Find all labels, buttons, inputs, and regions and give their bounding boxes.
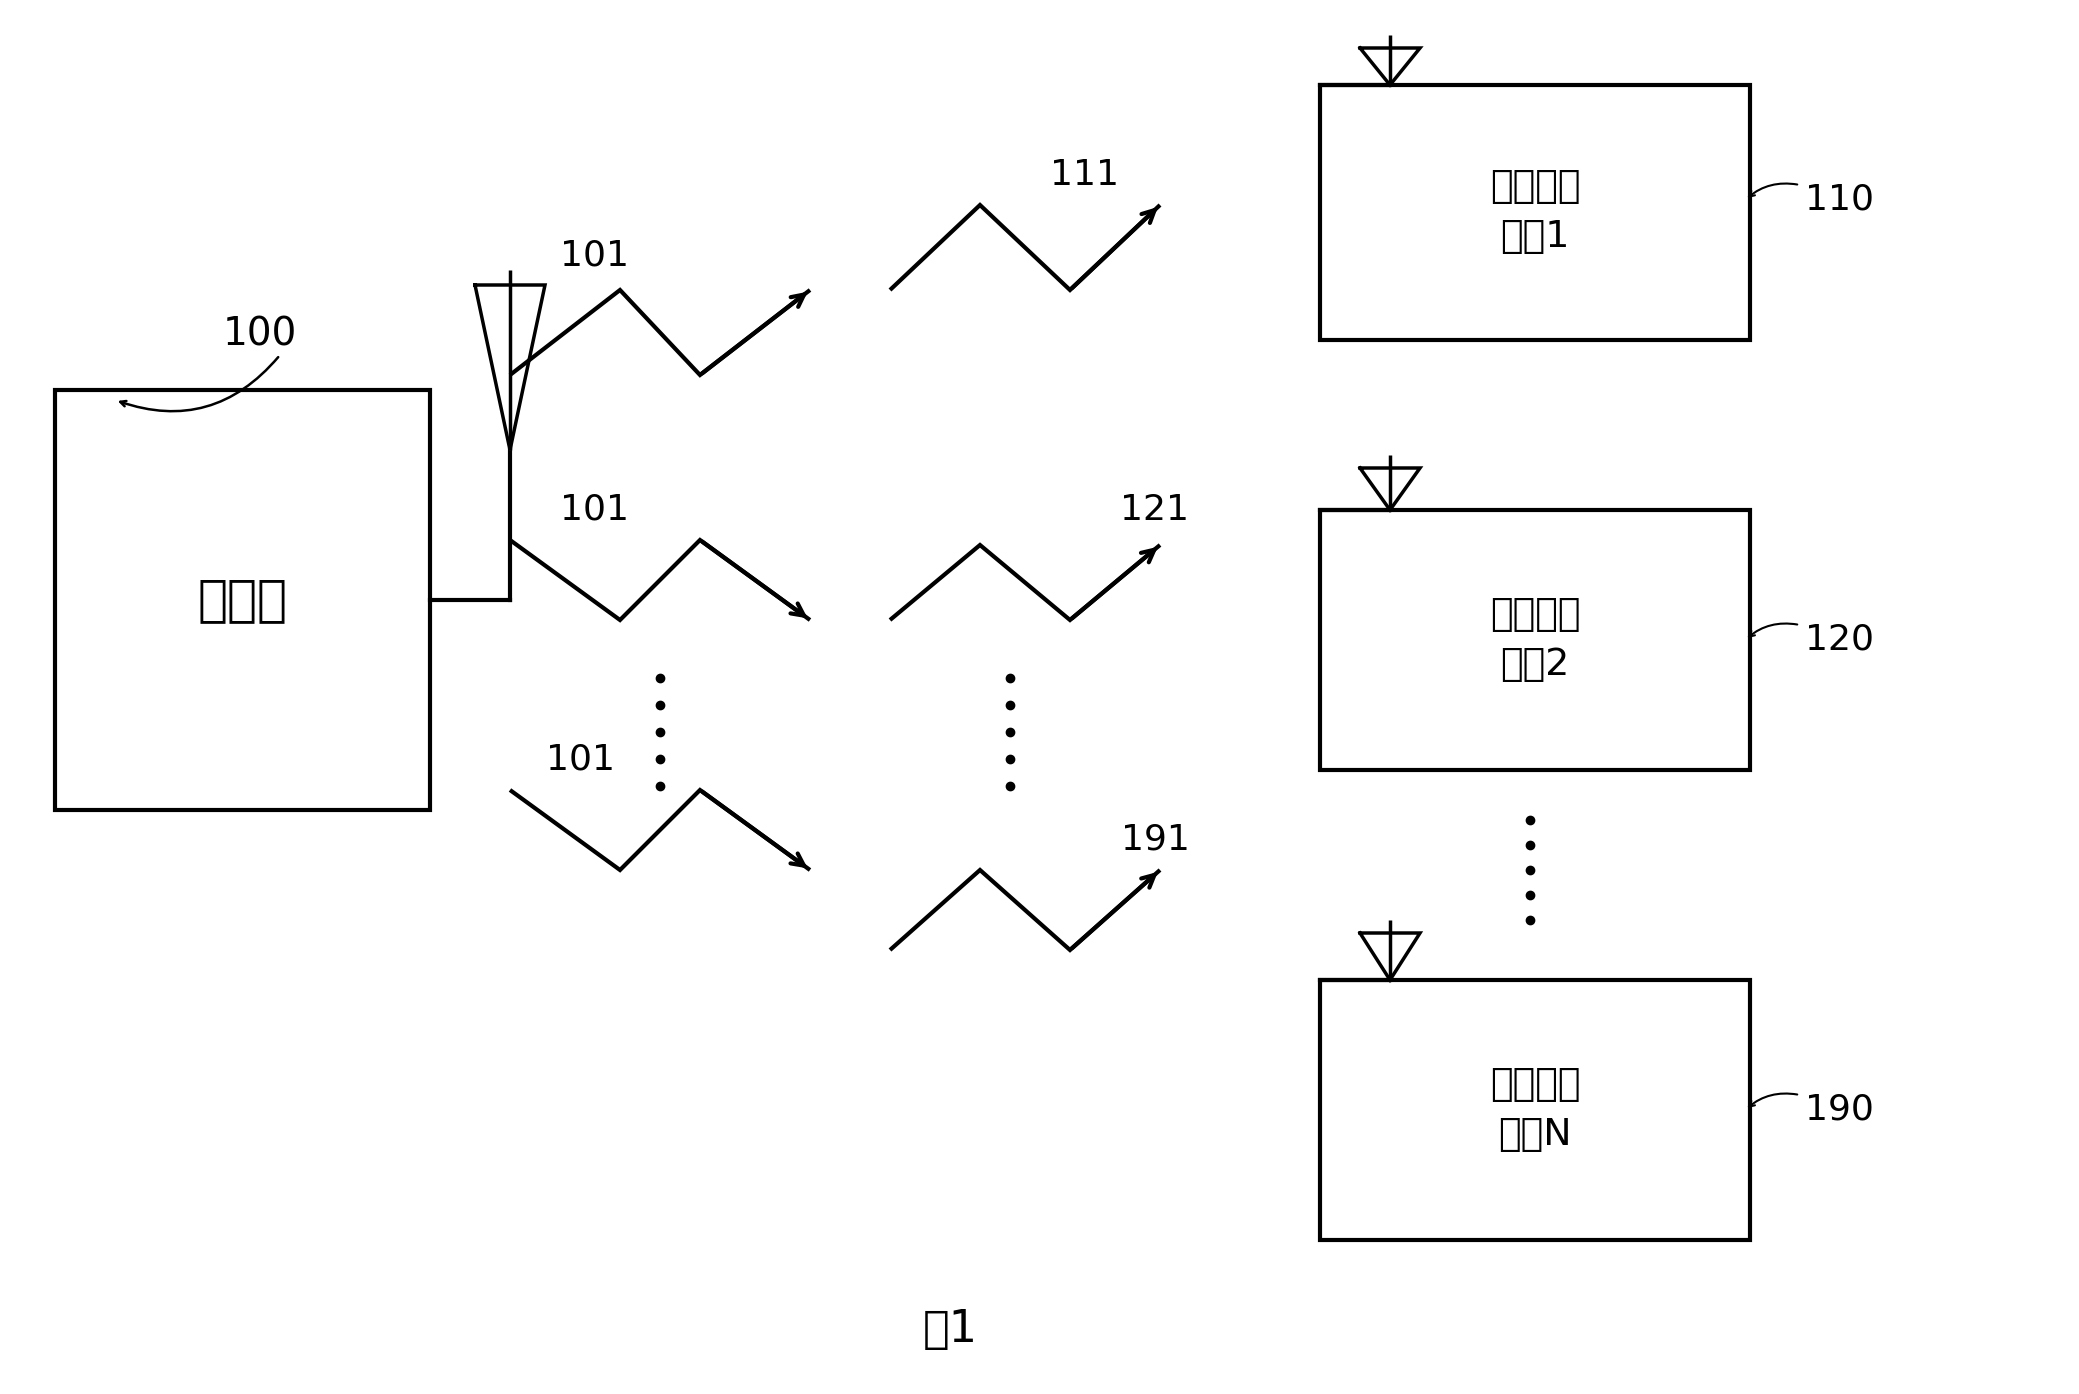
Text: 射频识别
标签N: 射频识别 标签N [1491, 1066, 1580, 1153]
Text: 阅读机: 阅读机 [198, 576, 287, 625]
Polygon shape [1360, 468, 1420, 510]
Polygon shape [474, 284, 545, 450]
Text: 111: 111 [1050, 158, 1119, 192]
Text: 101: 101 [561, 238, 630, 272]
Text: 101: 101 [545, 743, 615, 776]
Text: 110: 110 [1805, 183, 1873, 217]
Text: 射频识别
标签2: 射频识别 标签2 [1491, 597, 1580, 683]
Text: 100: 100 [222, 316, 297, 354]
Bar [1320, 510, 1751, 769]
Text: 120: 120 [1805, 623, 1873, 657]
Text: 190: 190 [1805, 1093, 1873, 1126]
Bar [54, 390, 430, 810]
Polygon shape [1360, 933, 1420, 980]
Bar [1320, 85, 1751, 340]
Text: 191: 191 [1121, 822, 1189, 857]
Text: 图1: 图1 [923, 1309, 977, 1352]
Text: 射频识别
标签1: 射频识别 标签1 [1491, 170, 1580, 255]
Text: 121: 121 [1121, 493, 1189, 527]
Polygon shape [1360, 47, 1420, 85]
Bar [1320, 980, 1751, 1241]
Text: 101: 101 [561, 493, 630, 527]
